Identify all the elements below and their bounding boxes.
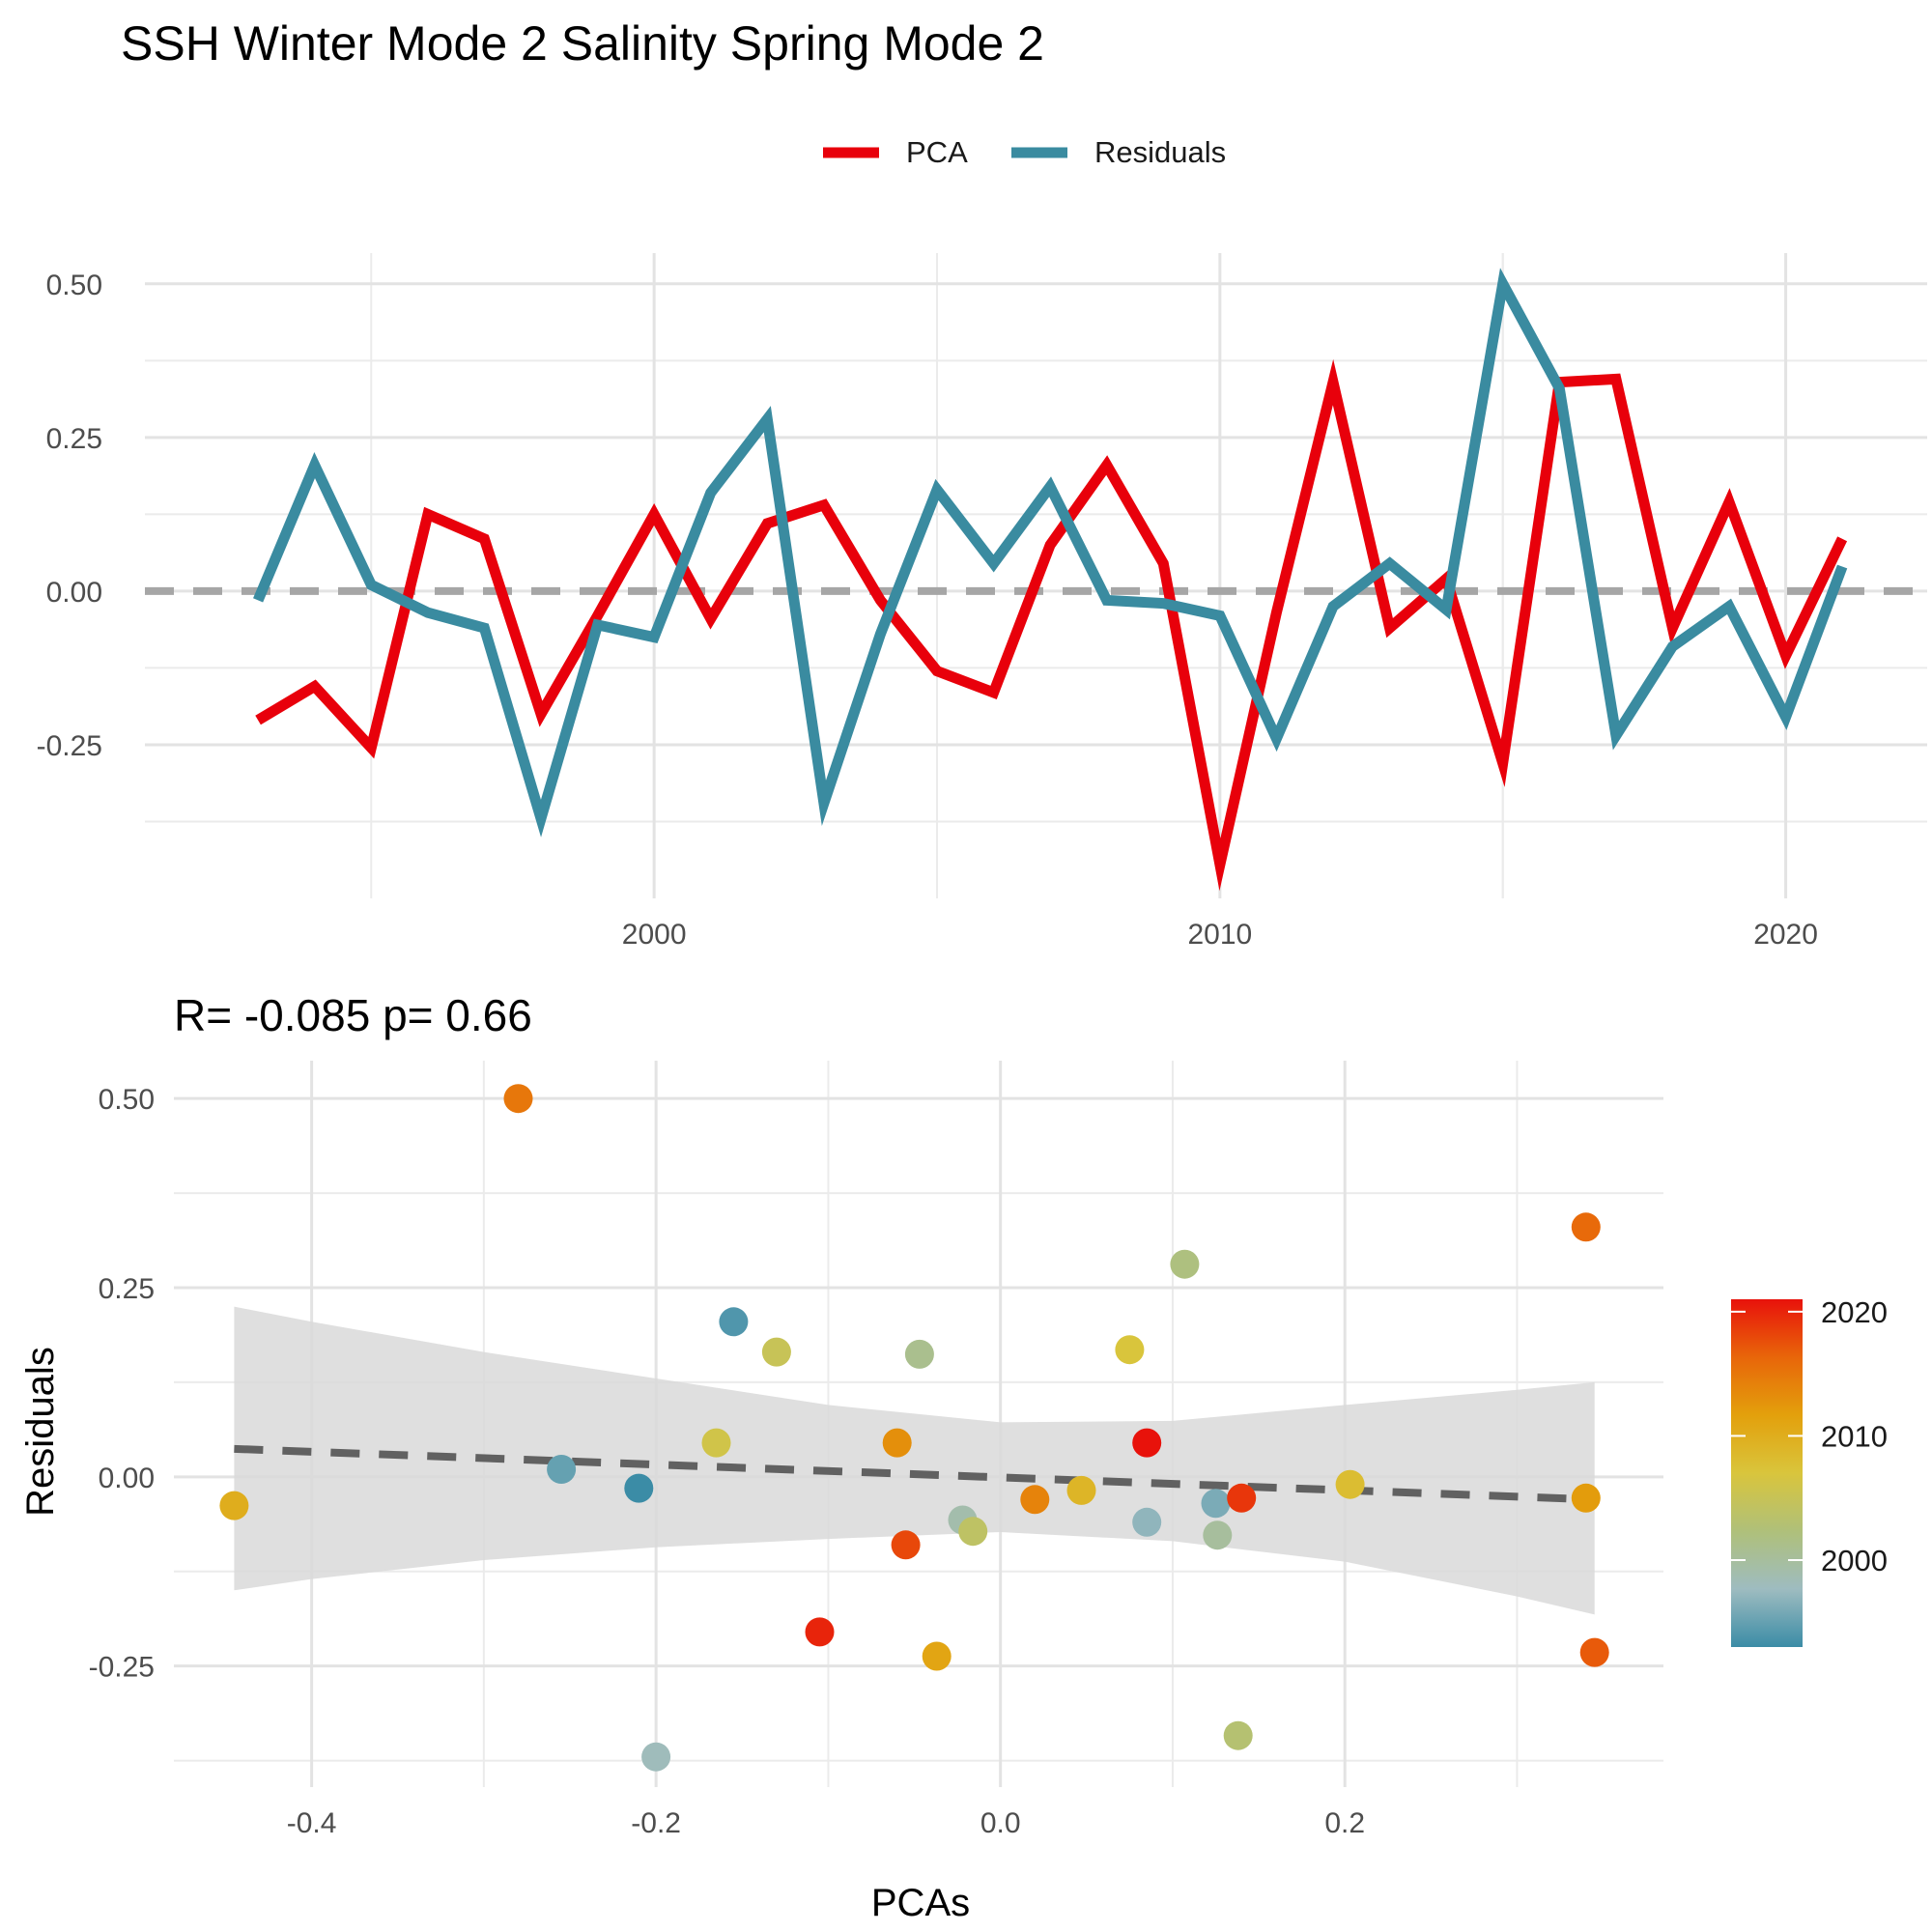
scatter-point <box>1203 1520 1233 1550</box>
colorbar-gradient <box>1731 1299 1803 1647</box>
scatter-point <box>547 1455 577 1484</box>
scatter-point <box>1227 1483 1257 1513</box>
scatter-point <box>503 1084 533 1114</box>
scatter-y-axis-label: Residuals <box>19 1347 62 1517</box>
colorbar-tick-label: 2010 <box>1821 1419 1888 1453</box>
y-tick-label: 0.25 <box>99 1273 155 1305</box>
scatter-point <box>1571 1483 1601 1513</box>
colorbar-tick-label: 2000 <box>1821 1544 1888 1577</box>
regression-fit-line <box>234 1444 1595 1504</box>
scatter-point <box>882 1428 912 1458</box>
x-tick-label: 2000 <box>622 919 687 951</box>
scatter-y-tick-labels: -0.25 0.00 0.25 0.50 <box>89 1084 155 1684</box>
scatter-point <box>761 1337 791 1367</box>
scatter-x-tick-labels: -0.4 -0.2 0.0 0.2 <box>287 1807 1365 1839</box>
colorbar-ticks: 2020 2010 2000 <box>1731 1295 1888 1577</box>
scatter-point <box>1132 1507 1162 1537</box>
scatter-point <box>701 1428 731 1458</box>
scatter-point <box>904 1339 934 1369</box>
scatter-point <box>1223 1720 1253 1750</box>
timeseries-x-tick-labels: 2000 2010 2020 <box>622 919 1818 951</box>
x-tick-label: 0.2 <box>1324 1807 1365 1839</box>
y-tick-label: 0.00 <box>99 1463 155 1494</box>
confidence-band <box>234 1306 1595 1615</box>
y-tick-label: -0.25 <box>37 730 102 762</box>
colorbar: 2020 2010 2000 <box>1731 1295 1888 1647</box>
y-tick-label: 0.25 <box>46 423 102 455</box>
legend: PCA Residuals <box>823 135 1226 169</box>
legend-label-pca: PCA <box>906 135 968 169</box>
scatter-point <box>719 1307 749 1337</box>
series-line-pca <box>255 358 1848 892</box>
main-title: SSH Winter Mode 2 Salinity Spring Mode 2 <box>121 16 1044 71</box>
x-tick-label: -0.2 <box>631 1807 681 1839</box>
scatter-point <box>1571 1212 1601 1242</box>
timeseries-y-tick-labels: -0.25 0.00 0.25 0.50 <box>37 270 102 762</box>
y-tick-label: -0.25 <box>89 1652 155 1684</box>
y-tick-label: 0.50 <box>46 270 102 301</box>
legend-label-residuals: Residuals <box>1094 135 1226 169</box>
scatter-x-axis-label: PCAs <box>871 1882 970 1924</box>
colorbar-tick-label: 2020 <box>1821 1295 1888 1329</box>
x-tick-label: -0.4 <box>287 1807 337 1839</box>
x-tick-label: 0.0 <box>980 1807 1021 1839</box>
series-line-residuals <box>253 268 1848 838</box>
scatter-point <box>641 1742 671 1772</box>
scatter-point <box>219 1491 249 1520</box>
x-tick-label: 2020 <box>1753 919 1818 951</box>
scatter-point <box>1020 1485 1050 1515</box>
scatter-point <box>1335 1469 1365 1499</box>
scatter-point <box>958 1517 988 1547</box>
scatter-point <box>891 1530 921 1560</box>
scatter-point <box>805 1617 835 1647</box>
scatter-point <box>1579 1637 1609 1667</box>
scatter-points <box>219 1084 1609 1772</box>
scatter-point <box>624 1473 654 1503</box>
timeseries-series <box>253 268 1848 892</box>
timeseries-panel: -0.25 0.00 0.25 0.50 2000 2010 2020 <box>37 253 1927 951</box>
scatter-point <box>1201 1489 1231 1519</box>
scatter-point <box>1066 1475 1096 1505</box>
scatter-point <box>1115 1335 1145 1365</box>
scatter-panel: R= -0.085 p= 0.66 -0.25 0.00 0.25 0.50 -0.4… <box>19 990 1663 1924</box>
scatter-point <box>1132 1428 1162 1458</box>
timeseries-minor-gridlines <box>145 253 1927 898</box>
y-tick-label: 0.00 <box>46 577 102 609</box>
scatter-point <box>1170 1249 1200 1279</box>
y-tick-label: 0.50 <box>99 1084 155 1116</box>
x-tick-label: 2010 <box>1187 919 1252 951</box>
scatter-title: R= -0.085 p= 0.66 <box>174 990 532 1040</box>
scatter-point <box>922 1641 952 1671</box>
